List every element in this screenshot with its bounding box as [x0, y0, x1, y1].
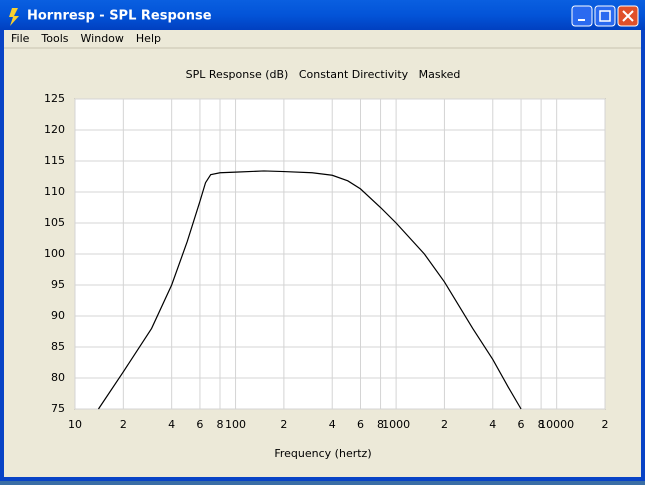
x-tick-label: 8 — [216, 418, 223, 431]
maximize-button[interactable] — [594, 5, 616, 27]
spl-curve — [97, 170, 522, 410]
x-tick-label: 8 — [377, 418, 384, 431]
minimize-icon — [578, 19, 585, 21]
y-tick-label: 85 — [51, 340, 65, 353]
x-tick-label: 6 — [518, 418, 525, 431]
y-tick-label: 100 — [44, 247, 65, 260]
menu-item[interactable]: File — [11, 32, 30, 45]
x-tick-label: 6 — [196, 418, 203, 431]
x-tick-label: 6 — [357, 418, 364, 431]
menu-item[interactable]: Window — [81, 32, 124, 45]
minimize-button[interactable] — [571, 5, 593, 27]
x-tick-label: 10 — [68, 418, 82, 431]
window-title: Hornresp - SPL Response — [27, 9, 212, 24]
close-icon — [622, 10, 634, 22]
x-tick-label: 8 — [538, 418, 545, 431]
menu-item[interactable]: Tools — [40, 32, 68, 45]
y-tick-label: 115 — [44, 154, 65, 167]
menu-item[interactable]: Help — [136, 32, 161, 45]
title-bar — [0, 0, 645, 30]
x-tick-label: 1000 — [382, 418, 410, 431]
x-tick-label: 2 — [280, 418, 287, 431]
x-tick-label: 2 — [120, 418, 127, 431]
x-tick-label: 100 — [225, 418, 246, 431]
y-tick-label: 95 — [51, 278, 65, 291]
y-tick-label: 110 — [44, 185, 65, 198]
y-tick-label: 90 — [51, 309, 65, 322]
grid — [74, 98, 606, 410]
y-tick-label: 120 — [44, 123, 65, 136]
x-tick-label: 10000 — [539, 418, 574, 431]
x-tick-label: 2 — [441, 418, 448, 431]
y-tick-label: 125 — [44, 92, 65, 105]
x-tick-label: 4 — [489, 418, 496, 431]
y-tick-label: 105 — [44, 216, 65, 229]
x-axis-label: Frequency (hertz) — [274, 447, 371, 460]
app-icon — [9, 8, 19, 26]
y-tick-label: 75 — [51, 402, 65, 415]
maximize-icon — [599, 10, 611, 22]
x-tick-label: 2 — [602, 418, 609, 431]
chart-title: SPL Response (dB) Constant Directivity M… — [186, 68, 461, 81]
y-tick-label: 80 — [51, 371, 65, 384]
x-tick-label: 4 — [329, 418, 336, 431]
menu-bar: File Tools Window Help — [11, 32, 161, 45]
x-tick-label: 4 — [168, 418, 175, 431]
